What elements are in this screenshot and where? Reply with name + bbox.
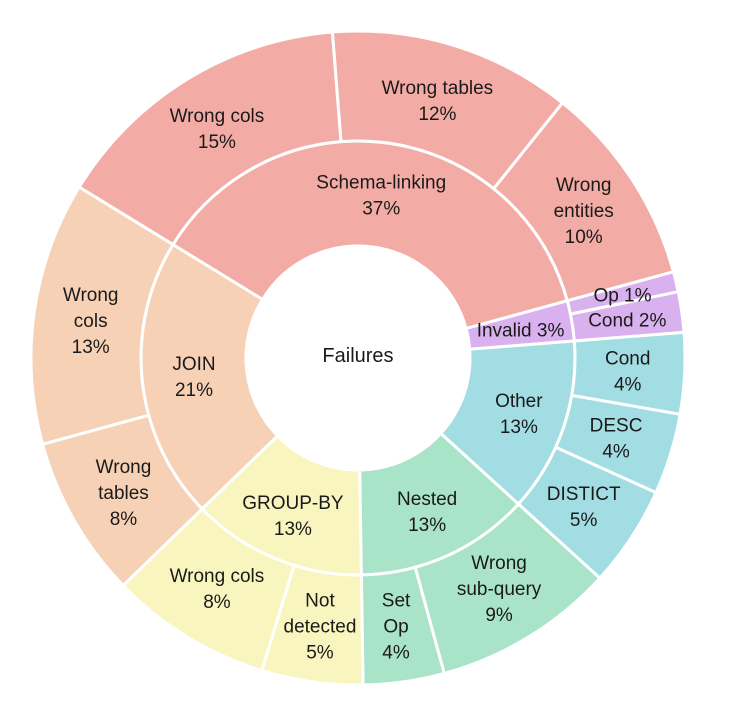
outer-label-desc-4: DESC 4% [590,415,643,462]
sunburst-labels: Invalid 3% Schema-linking 37% JOIN 21% GROUP-… [63,78,667,663]
outer-label-op-1: Op 1% [593,286,651,307]
center-label: Failures [322,345,393,367]
inner-label-schema: Schema-linking 37% [316,173,446,220]
inner-label-join: JOIN 21% [172,354,215,401]
inner-label-nested: Nested 13% [397,489,457,536]
outer-label-not-detected-5: Not detected 5% [284,590,357,663]
outer-label-set-op-4: Set Op 4% [382,590,411,663]
inner-label-groupby: GROUP-BY 13% [242,493,344,540]
outer-segment-cond-4 [570,330,687,416]
outer-label-wrong-sub-query-9: Wrong sub-query 9% [457,553,542,626]
outer-label-wrong-cols-15: Wrong cols 15% [170,106,265,153]
outer-label-cond-4: Cond 4% [605,349,650,396]
sunburst-rings [29,29,687,687]
outer-label-wrong-tables-8: Wrong tables 8% [96,457,152,530]
outer-label-wrong-tables-12: Wrong tables 12% [382,78,494,125]
outer-label-wrong-entities-10: Wrong entities 10% [554,175,614,248]
outer-label-cond-2: Cond 2% [588,311,666,332]
inner-label-invalid: Invalid 3% [477,321,565,342]
outer-label-wrong-cols-8: Wrong cols 8% [170,566,265,613]
inner-label-other: Other 13% [495,391,543,438]
outer-label-distict-5: DISTICT 5% [547,484,621,531]
outer-label-wrong-cols-13: Wrong cols 13% [63,285,119,358]
